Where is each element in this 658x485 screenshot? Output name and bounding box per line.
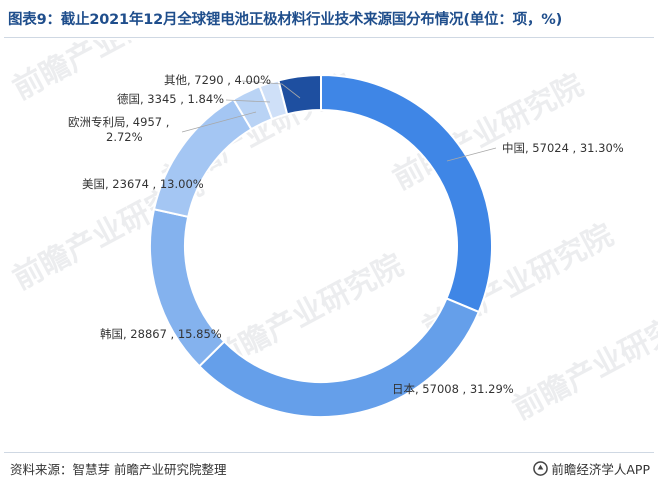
leader-lines (181, 80, 497, 162)
data-label-other: 其他, 7290 , 4.00% (164, 73, 271, 87)
data-label-japan: 日本, 57008 , 31.29% (392, 382, 514, 396)
leader-line-europe (181, 111, 257, 133)
slice-labels: 中国, 57024 , 31.30% 日本, 57008 , 31.29% 韩国, … (68, 73, 624, 396)
title-divider (4, 37, 654, 38)
chart-title: 图表9：截止2021年12月全球锂电池正极材料行业技术来源国分布情况(单位：项，… (8, 12, 563, 28)
data-label-usa: 美国, 23674 , 13.00% (82, 177, 204, 191)
data-label-europe: 欧洲专利局, 4957 , (68, 115, 169, 129)
data-label-europe-line2: 2.72% (106, 130, 143, 144)
brand-logo-icon (533, 461, 549, 476)
slice-japan (197, 297, 481, 418)
slice-korea (149, 208, 226, 368)
data-label-korea: 韩国, 28867 , 15.85% (100, 327, 222, 341)
brand-name: 前瞻经济学人APP (551, 462, 650, 477)
data-label-germany: 德国, 3345 , 1.84% (117, 92, 224, 106)
source-note: 资料来源：智慧芽 前瞻产业研究院整理 (10, 462, 227, 477)
leader-line-china (446, 147, 497, 162)
watermark-text: 前瞻产业研究院 (507, 298, 658, 427)
brand-footer: 前瞻经济学人APP (533, 459, 650, 478)
leader-line-other (241, 80, 301, 99)
donut-slices (149, 73, 493, 418)
data-label-china: 中国, 57024 , 31.30% (502, 141, 624, 155)
slice-other (277, 73, 322, 116)
leader-line-germany (225, 99, 271, 103)
footer-divider (4, 452, 654, 453)
